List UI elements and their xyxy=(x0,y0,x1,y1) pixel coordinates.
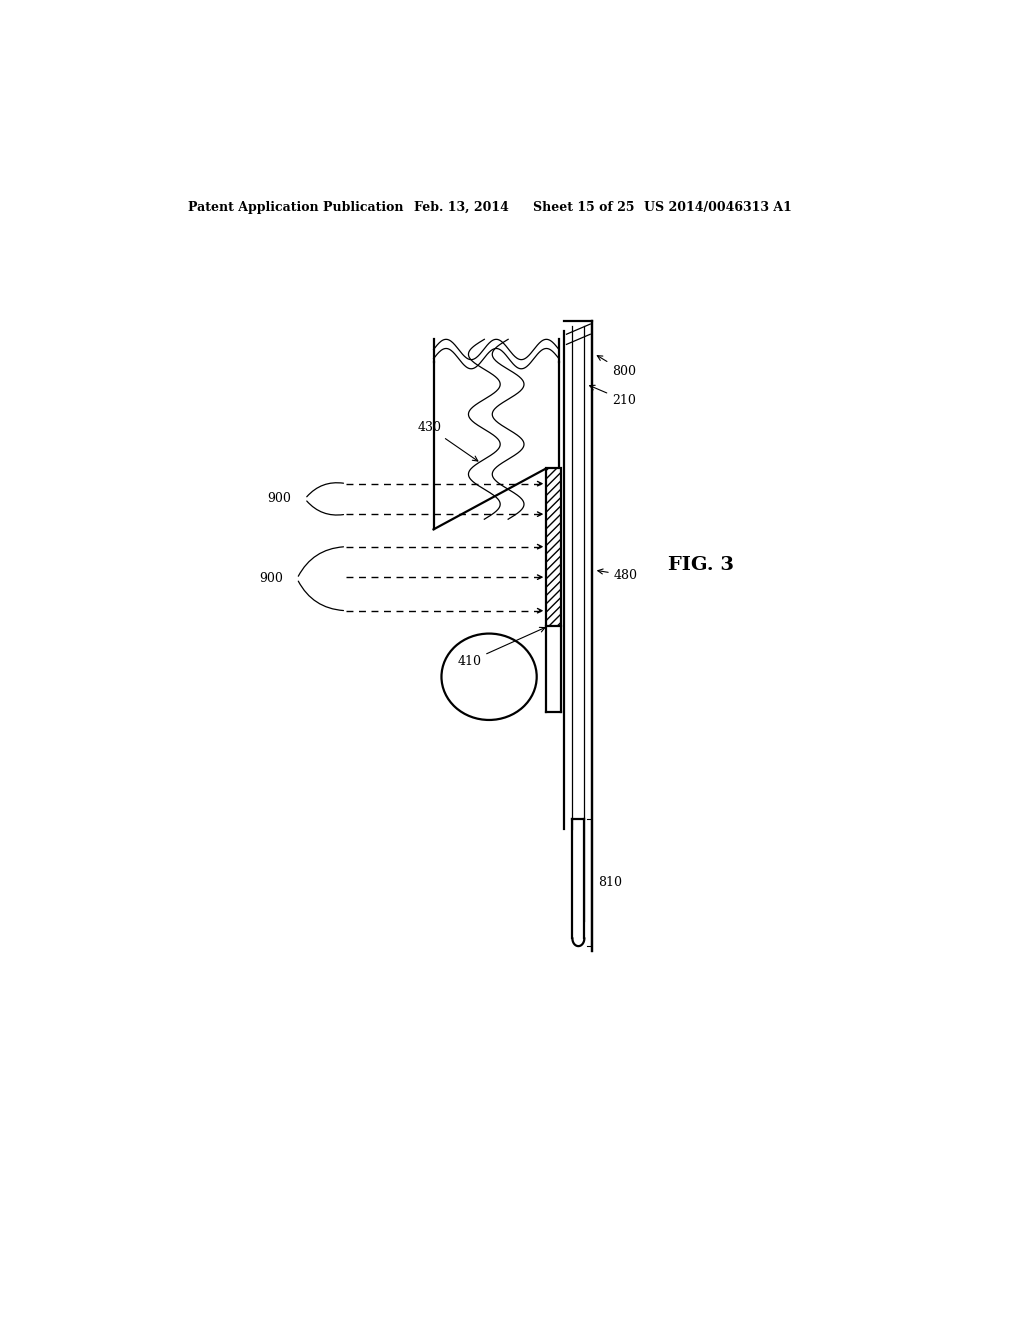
Text: 430: 430 xyxy=(418,421,478,461)
Bar xyxy=(546,469,560,626)
Text: Patent Application Publication: Patent Application Publication xyxy=(187,201,403,214)
Text: 210: 210 xyxy=(590,385,636,407)
Text: 900: 900 xyxy=(259,572,283,585)
Text: 800: 800 xyxy=(597,355,636,379)
Text: Feb. 13, 2014: Feb. 13, 2014 xyxy=(414,201,509,214)
Text: 900: 900 xyxy=(267,492,291,506)
Text: Sheet 15 of 25: Sheet 15 of 25 xyxy=(532,201,634,214)
Text: FIG. 3: FIG. 3 xyxy=(668,556,733,574)
Bar xyxy=(546,469,560,626)
Text: 480: 480 xyxy=(598,569,638,582)
Text: 810: 810 xyxy=(599,876,623,890)
Text: US 2014/0046313 A1: US 2014/0046313 A1 xyxy=(644,201,792,214)
Ellipse shape xyxy=(441,634,537,719)
Text: 410: 410 xyxy=(458,627,545,668)
